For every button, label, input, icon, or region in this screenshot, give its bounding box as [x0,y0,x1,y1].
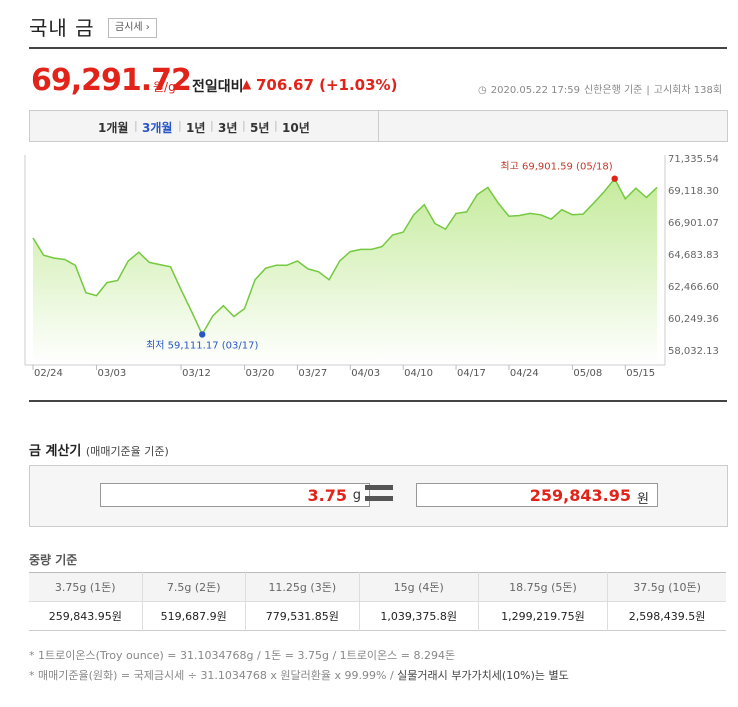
tab-1-year[interactable]: 1년 [186,121,206,135]
weight-value: 2,598,439.5원 [628,610,706,623]
calculator-title-text: 금 계산기 [29,444,82,459]
weight-value: 1,299,219.75원 [478,601,609,631]
chart-series-line [32,177,658,337]
x-tick-label: 03/27 [298,368,327,379]
weight-value: 779,531.85원 [245,601,360,631]
note-exchange-main: * 매매기준율(원화) = 국제금시세 ÷ 31.1034768 x 원달러환율… [29,669,398,682]
tabs-divider [378,111,379,141]
weight-table-title: 중량 기준 [29,553,78,567]
min-label: 최저 59,111.17 (03/17) [146,339,258,351]
y-tick-label: 66,901.07 [668,218,719,229]
gold-price-chart: 71,335.54 69,118.30 66,901.07 64,683.83 62,4… [24,154,719,379]
weight-header: 37.5g (10돈) [607,572,726,602]
max-point [611,175,618,182]
y-tick-label: 64,683.83 [668,250,719,261]
weight-value: 519,687.9원 [142,601,246,631]
x-tick-label: 03/03 [97,368,126,379]
grams-input[interactable]: 3.75 g [100,483,370,507]
tab-separator: | [274,119,278,132]
equals-icon [365,485,393,503]
x-tick-label: 05/15 [626,368,655,379]
chart-area-fill [33,178,657,365]
x-tick-label: 05/08 [573,368,602,379]
section-divider [29,400,727,402]
x-tick-label: 03/12 [182,368,211,379]
up-triangle-icon: ▲ [242,77,252,91]
x-tick-label: 04/10 [404,368,433,379]
y-tick-label: 71,335.54 [668,154,719,165]
weight-header: 7.5g (2돈) [142,572,246,602]
weight-value-row: 259,843.95원 519,687.9원 779,531.85원 1,039… [29,601,726,631]
x-tick-label: 04/17 [457,368,486,379]
weight-header: 15g (4돈) [359,572,479,602]
change-value: 706.67 (+1.03%) [256,76,398,94]
y-tick-label: 62,466.60 [668,282,719,293]
price-meta: ◷ 2020.05.22 17:59 신한은행 기준 | 고시회차 138회 [478,81,726,96]
tab-1-month[interactable]: 1개월 [98,121,129,135]
clock-icon: ◷ [478,85,487,96]
y-tick-label: 60,249.36 [668,314,719,325]
max-label: 최고 69,901.59 (05/18) [500,161,612,173]
tab-separator: | [134,119,138,132]
y-tick-label: 58,032.13 [668,346,719,357]
tab-separator: | [242,119,246,132]
x-tick-label: 03/20 [246,368,275,379]
note-vat: 실물거래시 부가가치세(10%)는 별도 [397,669,569,682]
current-price: 69,291.72 [31,63,192,98]
calculator-box: 3.75 g 259,843.95 원 [29,465,728,527]
x-tick-label: 04/24 [510,368,539,379]
tab-separator: | [210,119,214,132]
weight-header: 11.25g (3돈) [245,572,360,602]
result-value: 259,843.95 [529,486,631,505]
header-divider [29,47,727,49]
grams-value: 3.75 [307,486,347,505]
period-tabs: 1개월 | 3개월 | 1년 | 3년 | 5년 | 10년 [29,110,728,142]
weight-header: 3.75g (1돈) [29,572,143,602]
change-label: 전일대비 [192,79,244,95]
weight-value: 1,039,375.8원 [359,601,479,631]
meta-round: 고시회차 138회 [653,85,723,96]
meta-separator: | [646,85,650,96]
note-exchange-rate: * 매매기준율(원화) = 국제금시세 ÷ 31.1034768 x 원달러환율… [29,667,569,683]
tab-5-year[interactable]: 5년 [250,121,270,135]
tab-separator: | [178,119,182,132]
tab-3-month[interactable]: 3개월 [142,121,173,135]
note-troy-ounce: * 1트로이온스(Troy ounce) = 31.1034768g / 1돈 … [29,649,456,662]
grams-unit: g [352,488,361,503]
min-point [199,331,206,338]
result-unit: 원 [637,492,649,507]
calculator-subtitle: (매매기준율 기준) [85,445,169,458]
calculator-title: 금 계산기 (매매기준율 기준) [29,440,169,459]
page-title: 국내 금 [29,16,95,40]
price-unit: 원/g [153,80,176,94]
result-field: 259,843.95 원 [416,483,658,507]
x-tick-label: 02/24 [34,368,63,379]
meta-source: 신한은행 기준 [584,85,643,96]
weight-header: 18.75g (5돈) [478,572,609,602]
weight-table: 3.75g (1돈) 7.5g (2돈) 11.25g (3돈) 15g (4돈… [29,572,726,631]
tab-10-year[interactable]: 10년 [282,121,310,135]
gold-price-link-button[interactable]: 금시세 › [108,18,157,38]
x-tick-label: 04/03 [351,368,380,379]
weight-value: 259,843.95원 [29,601,143,631]
y-tick-label: 69,118.30 [668,186,719,197]
meta-datetime: 2020.05.22 17:59 [490,85,580,96]
weight-header-row: 3.75g (1돈) 7.5g (2돈) 11.25g (3돈) 15g (4돈… [29,572,726,602]
tab-3-year[interactable]: 3년 [218,121,238,135]
